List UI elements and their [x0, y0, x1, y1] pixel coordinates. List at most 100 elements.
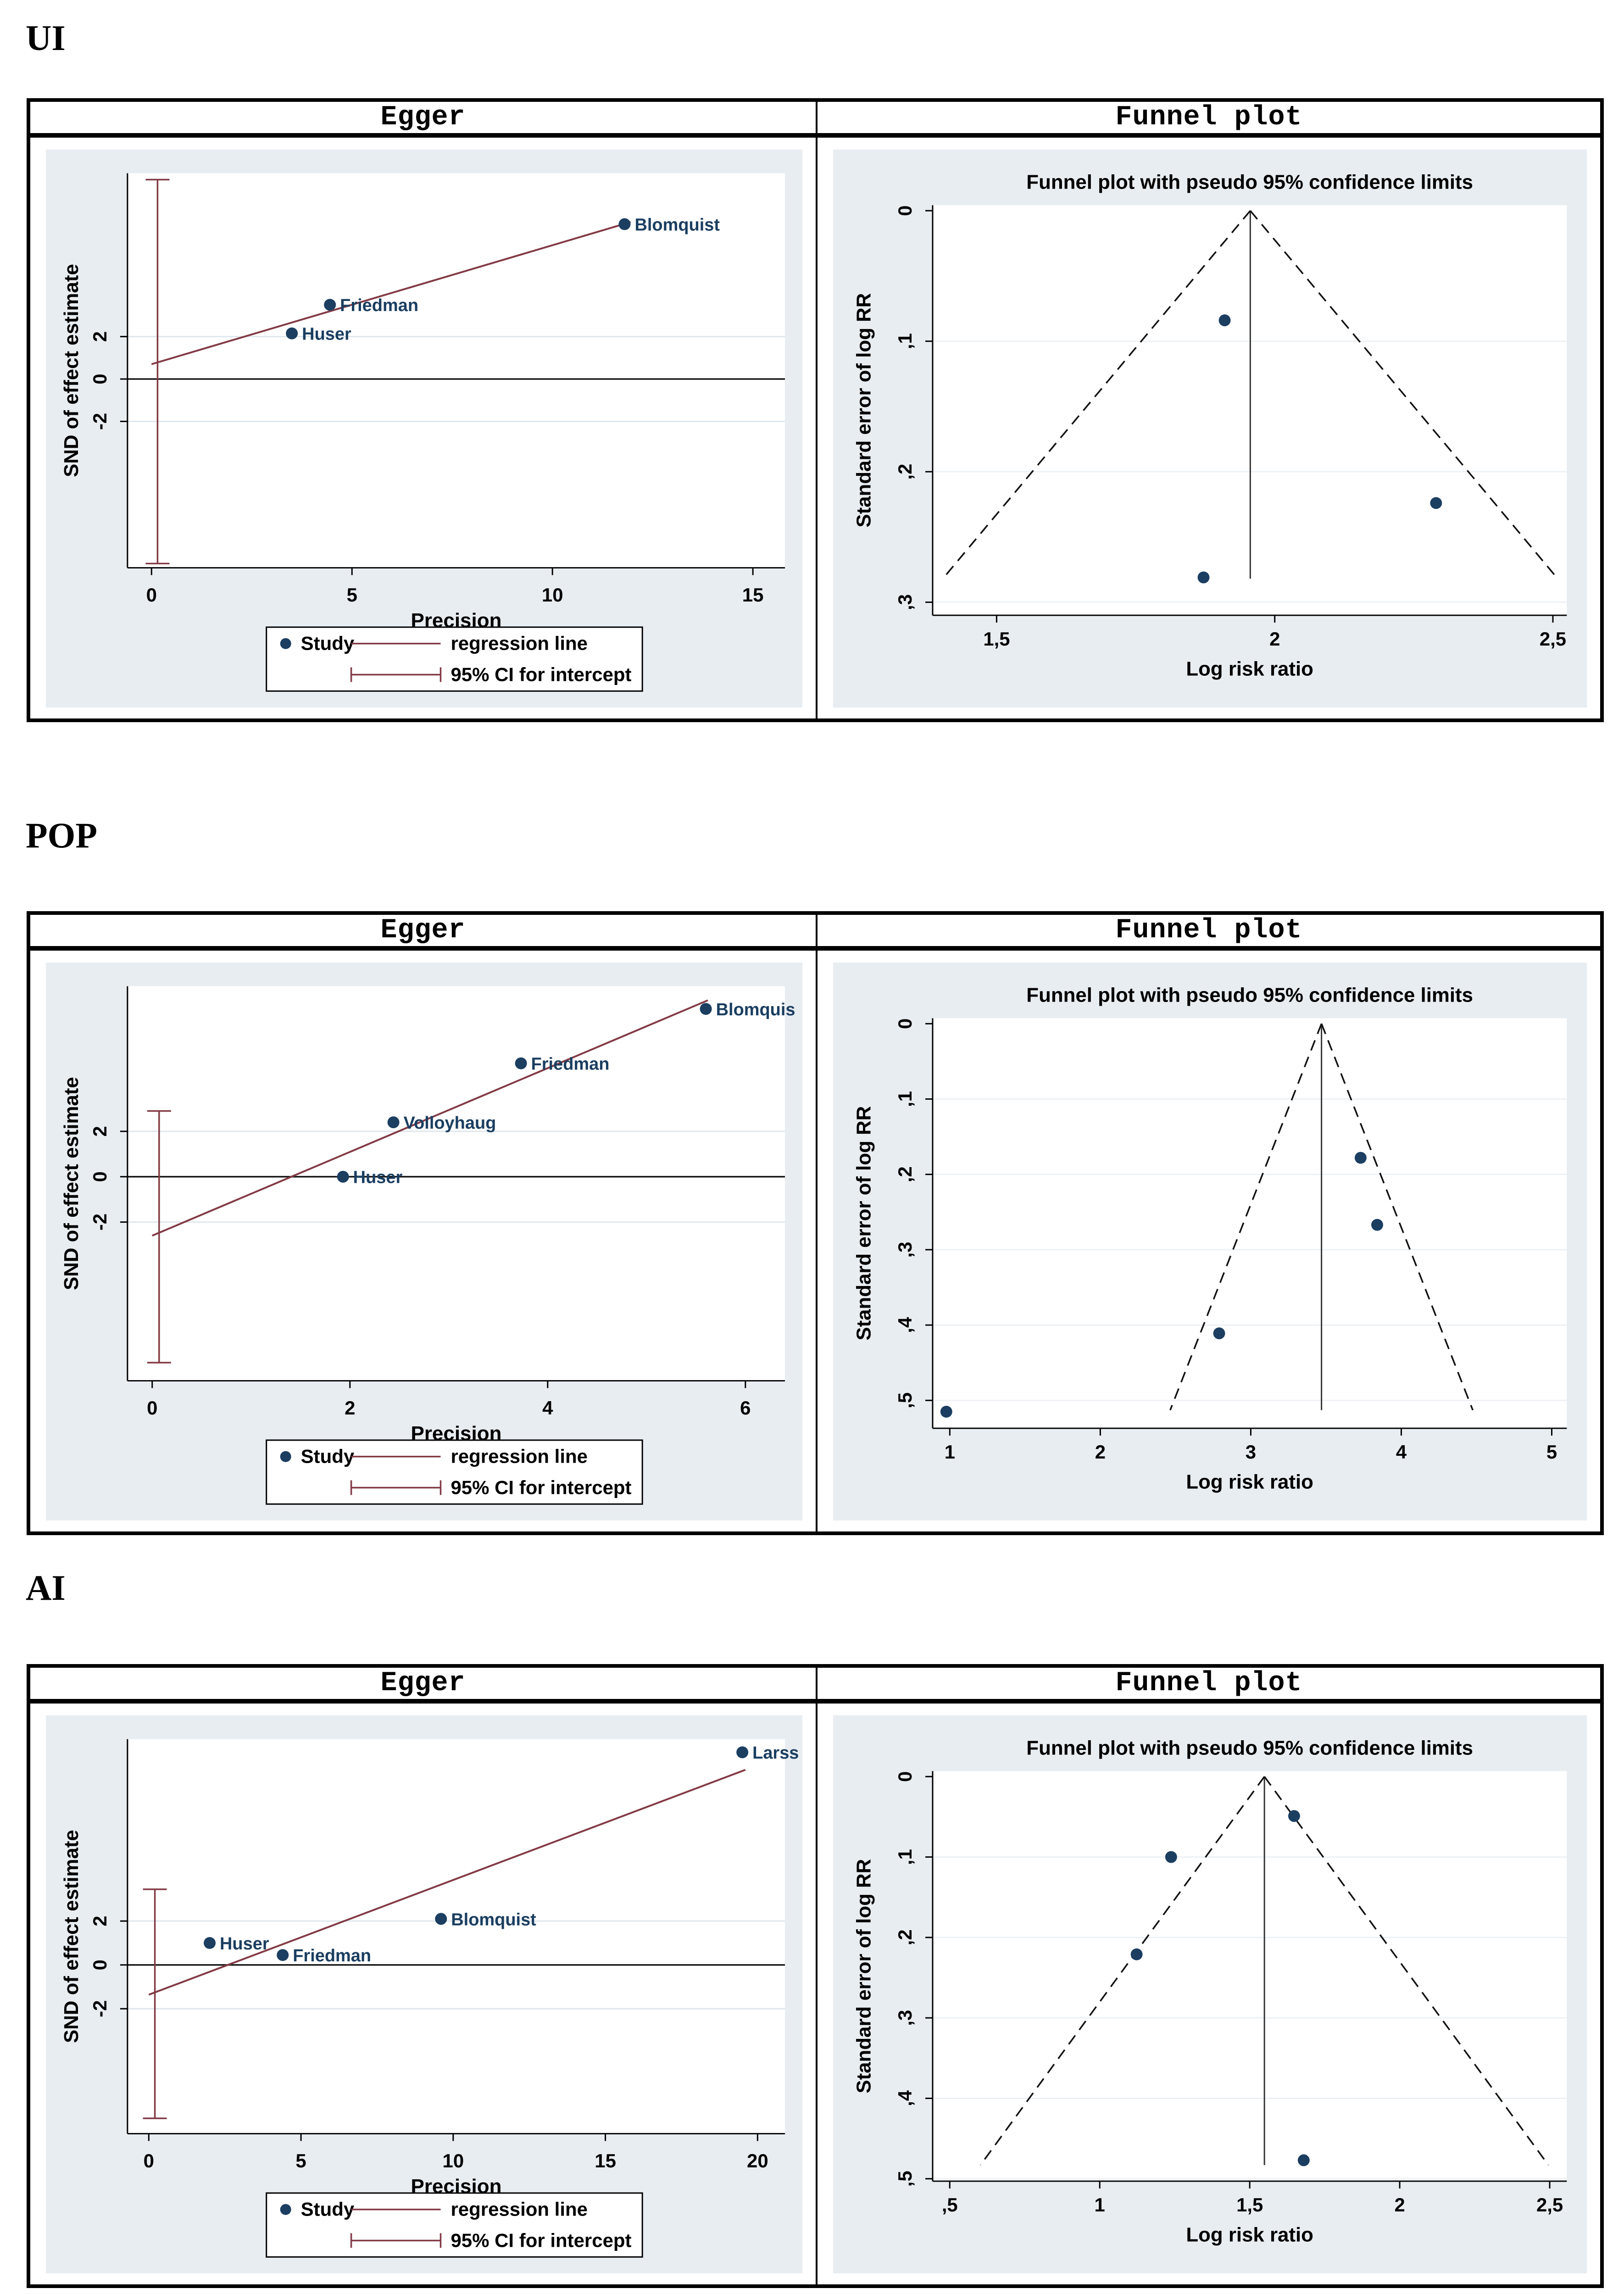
svg-text:0: 0 — [894, 206, 916, 216]
svg-text:,1: ,1 — [894, 333, 916, 349]
svg-text:Funnel plot with pseudo 95% co: Funnel plot with pseudo 95% confidence l… — [1026, 171, 1473, 193]
svg-text:Friedman: Friedman — [531, 1055, 610, 1074]
svg-text:Funnel plot with pseudo 95% co: Funnel plot with pseudo 95% confidence l… — [1026, 984, 1473, 1006]
funnel-plot-ai: Funnel plot with pseudo 95% confidence l… — [833, 1715, 1587, 2274]
svg-text:regression line: regression line — [450, 2199, 588, 2220]
section-label-ai: AI — [26, 1568, 66, 1608]
svg-text:Friedman: Friedman — [340, 296, 418, 315]
svg-text:2: 2 — [89, 331, 111, 342]
svg-text:95% CI for intercept: 95% CI for intercept — [450, 2229, 631, 2251]
svg-text:SND of effect estimate: SND of effect estimate — [60, 264, 83, 477]
svg-text:2,5: 2,5 — [1540, 628, 1566, 650]
svg-text:1: 1 — [1095, 2194, 1105, 2216]
svg-text:0: 0 — [89, 373, 111, 384]
svg-text:-2: -2 — [89, 2000, 111, 2017]
svg-text:Blomquis: Blomquis — [716, 1000, 795, 1019]
svg-text:Log risk ratio: Log risk ratio — [1186, 1470, 1313, 1493]
svg-text:Study: Study — [301, 2199, 355, 2220]
svg-text:Volloyhaug: Volloyhaug — [404, 1114, 496, 1133]
panel-pop: Egger Funnel plot 0 2 4 6 -2 0 2 Precision SND o… — [27, 911, 1604, 1535]
svg-text:2: 2 — [89, 1916, 111, 1927]
svg-text:5: 5 — [295, 2150, 306, 2172]
svg-text:2,5: 2,5 — [1536, 2194, 1563, 2216]
svg-text:Larss: Larss — [752, 1743, 799, 1763]
section-label-ui: UI — [26, 18, 66, 58]
svg-text:6: 6 — [740, 1397, 751, 1419]
svg-text:Standard error of log RR: Standard error of log RR — [853, 1859, 875, 2094]
svg-text:3: 3 — [1246, 1441, 1256, 1463]
panel-ai-funnel-cell: Funnel plot with pseudo 95% confidence l… — [818, 1704, 1600, 2284]
svg-text:Friedman: Friedman — [293, 1946, 371, 1965]
panel-ui: Egger Funnel plot 0 5 10 15 -2 0 2 Precision SND… — [27, 98, 1604, 722]
svg-text:0: 0 — [894, 1771, 916, 1782]
svg-text:0: 0 — [89, 1171, 111, 1182]
svg-text:5: 5 — [1546, 1441, 1557, 1463]
panel-ui-header-egger: Egger — [30, 102, 818, 138]
svg-text:,2: ,2 — [894, 1166, 916, 1182]
svg-text:-2: -2 — [89, 1214, 111, 1231]
svg-text:95% CI for intercept: 95% CI for intercept — [450, 663, 631, 685]
svg-text:95% CI for intercept: 95% CI for intercept — [450, 1476, 631, 1498]
svg-text:0: 0 — [144, 2150, 154, 2172]
svg-text:2: 2 — [345, 1397, 355, 1419]
svg-text:15: 15 — [595, 2150, 616, 2172]
svg-text:0: 0 — [89, 1960, 111, 1970]
svg-text:Huser: Huser — [220, 1934, 269, 1954]
svg-text:1: 1 — [945, 1441, 955, 1463]
panel-pop-header-egger: Egger — [30, 915, 818, 951]
svg-text:0: 0 — [146, 584, 157, 606]
svg-text:Standard error of log RR: Standard error of log RR — [853, 1106, 875, 1341]
svg-text:10: 10 — [542, 584, 563, 606]
svg-text:0: 0 — [894, 1019, 916, 1029]
svg-text:-2: -2 — [89, 413, 111, 430]
funnel-plot-ui: Funnel plot with pseudo 95% confidence l… — [833, 149, 1587, 708]
svg-text:Study: Study — [301, 633, 355, 654]
svg-text:Huser: Huser — [353, 1168, 403, 1187]
svg-text:1,5: 1,5 — [983, 628, 1010, 650]
svg-text:,5: ,5 — [894, 2171, 916, 2187]
svg-text:1,5: 1,5 — [1236, 2194, 1263, 2216]
svg-text:Standard error of log RR: Standard error of log RR — [853, 293, 875, 528]
svg-text:20: 20 — [747, 2150, 768, 2172]
svg-text:,1: ,1 — [894, 1849, 916, 1865]
svg-text:15: 15 — [742, 584, 764, 606]
svg-text:2: 2 — [1394, 2194, 1405, 2216]
panel-ui-egger-cell: 0 5 10 15 -2 0 2 Precision SND of effect estimat… — [30, 138, 818, 718]
panel-ui-funnel-cell: Funnel plot with pseudo 95% confidence l… — [818, 138, 1600, 718]
svg-text:4: 4 — [542, 1397, 553, 1419]
svg-text:,2: ,2 — [894, 1929, 916, 1945]
funnel-plot-pop: Funnel plot with pseudo 95% confidence l… — [833, 962, 1587, 1521]
svg-text:2: 2 — [1269, 628, 1280, 650]
svg-text:10: 10 — [442, 2150, 464, 2172]
panel-ui-header-funnel: Funnel plot — [818, 102, 1600, 138]
svg-text:,1: ,1 — [894, 1091, 916, 1107]
panel-ai-header-egger: Egger — [30, 1668, 818, 1704]
svg-text:,3: ,3 — [894, 2010, 916, 2026]
svg-text:regression line: regression line — [450, 633, 588, 654]
svg-text:,4: ,4 — [894, 1317, 916, 1333]
panel-pop-funnel-cell: Funnel plot with pseudo 95% confidence l… — [818, 951, 1600, 1531]
svg-text:SND of effect estimate: SND of effect estimate — [60, 1830, 83, 2043]
svg-text:5: 5 — [347, 584, 357, 606]
section-label-pop: POP — [26, 815, 97, 855]
svg-text:2: 2 — [89, 1126, 111, 1136]
svg-text:Log risk ratio: Log risk ratio — [1186, 657, 1313, 680]
svg-text:2: 2 — [1095, 1441, 1106, 1463]
svg-text:Funnel plot with pseudo 95% co: Funnel plot with pseudo 95% confidence l… — [1026, 1737, 1473, 1759]
svg-text:Blomquist: Blomquist — [634, 216, 720, 235]
svg-text:,3: ,3 — [894, 594, 916, 610]
svg-text:Blomquist: Blomquist — [451, 1910, 536, 1929]
svg-text:Huser: Huser — [302, 325, 351, 344]
panel-pop-header-funnel: Funnel plot — [818, 915, 1600, 951]
svg-text:Log risk ratio: Log risk ratio — [1186, 2223, 1313, 2246]
svg-text:,3: ,3 — [894, 1242, 916, 1258]
svg-text:4: 4 — [1396, 1441, 1407, 1463]
panel-pop-egger-cell: 0 2 4 6 -2 0 2 Precision SND of effect estimate H… — [30, 951, 818, 1531]
svg-text:,5: ,5 — [894, 1392, 916, 1409]
svg-text:0: 0 — [147, 1397, 157, 1419]
svg-text:SND of effect estimate: SND of effect estimate — [60, 1077, 83, 1290]
svg-text:,4: ,4 — [894, 2090, 916, 2106]
